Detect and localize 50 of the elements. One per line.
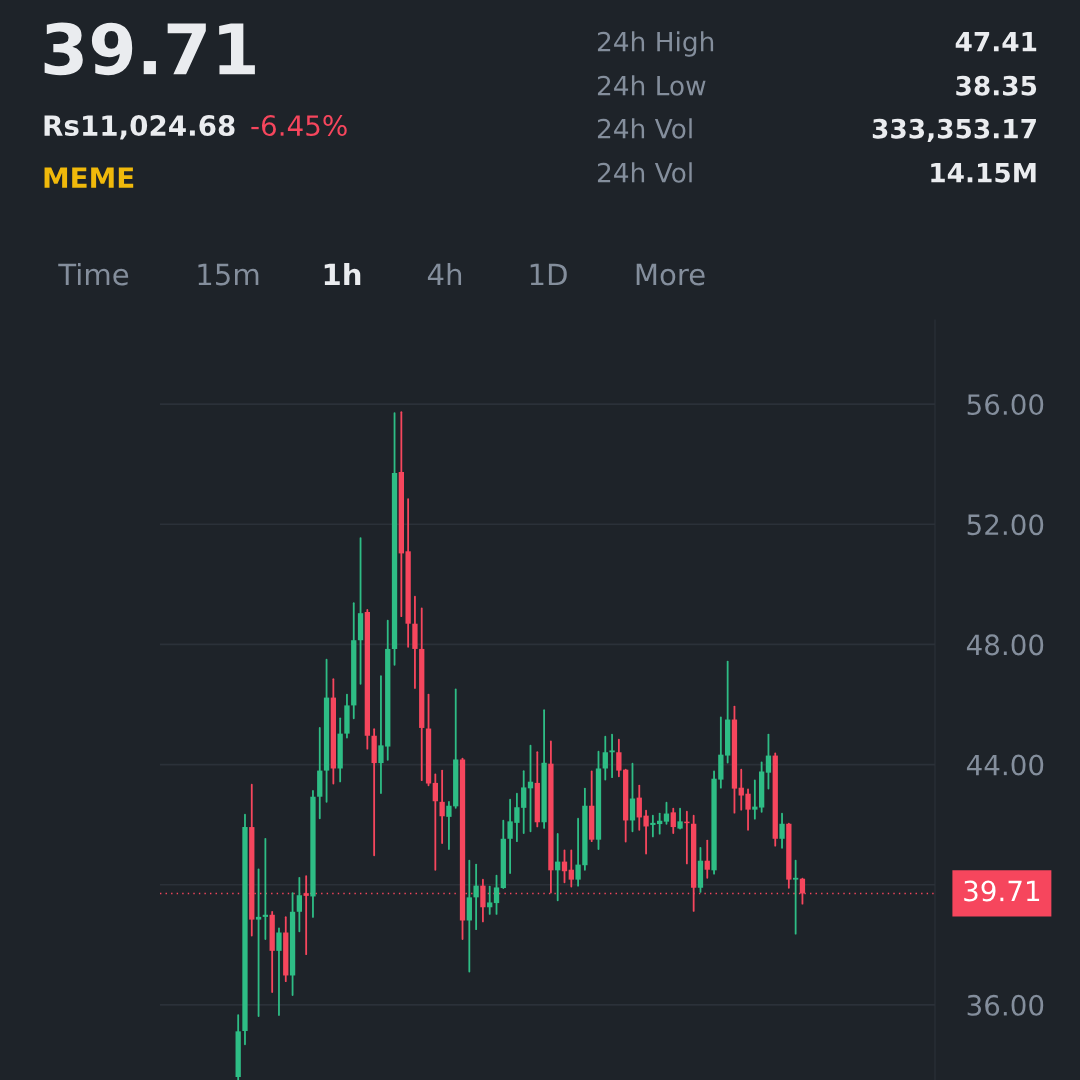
text: 333,353.17	[872, 118, 1036, 143]
y-tick-label: 56.00	[967, 394, 1044, 416]
text: 1D	[530, 263, 567, 286]
text: 15m	[198, 263, 259, 286]
candlestick	[602, 735, 608, 781]
candlestick	[432, 773, 438, 871]
text: 14.15M	[931, 163, 1036, 183]
candlestick	[629, 762, 636, 833]
candlestick	[792, 859, 799, 935]
chart-title: 39.71	[44, 22, 255, 76]
text: 4h	[427, 262, 462, 286]
text: Time	[58, 262, 129, 286]
text: 38.35	[956, 75, 1037, 96]
candlestick	[493, 874, 500, 915]
text: 24h High	[597, 31, 714, 57]
candlestick	[663, 801, 670, 825]
candlestick	[704, 839, 710, 879]
y-tick-label: 48.00	[966, 634, 1044, 656]
text: 1h	[324, 262, 361, 286]
text: 24h Vol	[597, 118, 692, 139]
candlestick	[473, 863, 479, 931]
candlestick	[609, 733, 615, 779]
candlestick	[466, 859, 472, 973]
y-tick-label: 44.00	[966, 754, 1044, 776]
candlestick	[670, 807, 676, 834]
candlestick	[262, 837, 269, 941]
candlestick	[276, 927, 282, 1017]
text: More	[636, 263, 705, 286]
candlestick	[779, 812, 785, 849]
candlestick	[439, 769, 445, 844]
candlestick	[255, 868, 262, 1017]
ref-line-label: 39.71	[964, 880, 1040, 902]
candlestick	[480, 878, 486, 923]
text: 47.41	[955, 32, 1037, 52]
text: 24h Vol	[597, 162, 692, 183]
candlestick	[446, 800, 452, 850]
candlestick	[765, 733, 772, 790]
candlestick	[752, 779, 758, 820]
text: 24h Low	[597, 75, 706, 96]
candlestick	[575, 817, 581, 887]
candlestick	[303, 875, 309, 956]
candlestick	[568, 849, 574, 888]
text: -6.45%	[251, 115, 347, 137]
candlestick	[296, 876, 303, 933]
candlestick	[677, 807, 683, 830]
text: MEME	[44, 167, 134, 188]
text: Rs11,024.68	[44, 115, 235, 140]
y-tick-label: 52.00	[967, 514, 1044, 536]
y-tick-label: 36.00	[967, 994, 1044, 1016]
candlestick	[487, 885, 493, 915]
